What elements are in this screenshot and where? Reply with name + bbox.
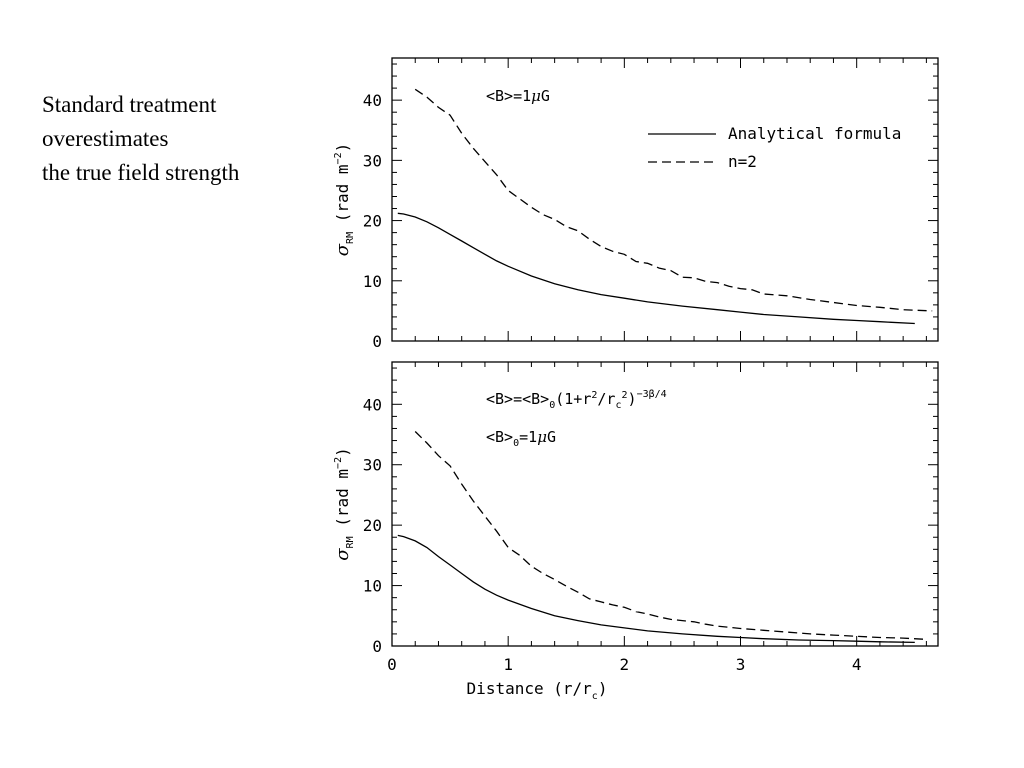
y-tick-label: 20 [363, 516, 382, 535]
central-field-annotation: <B>0=1μG [486, 428, 556, 449]
legend-label: Analytical formula [728, 124, 901, 143]
field-profile-annotation: <B>=<B>0(1+r2/rc2)−3β/4 [486, 389, 667, 411]
y-tick-label: 10 [363, 577, 382, 596]
x-tick-label: 0 [387, 655, 397, 674]
side-caption: Standard treatment overestimates the tru… [42, 88, 239, 190]
field-annotation: <B>=1μG [486, 87, 550, 105]
y-tick-label: 10 [363, 272, 382, 291]
y-tick-label: 30 [363, 456, 382, 475]
x-tick-label: 3 [736, 655, 746, 674]
y-tick-label: 20 [363, 212, 382, 231]
plot-frame [391, 57, 939, 342]
solid-series-line [397, 212, 915, 325]
solid-series-line [397, 534, 915, 644]
y-axis-label: σRM (rad m−2) [332, 447, 356, 560]
legend-label: n=2 [728, 152, 757, 171]
x-axis-label: Distance (r/rc) [467, 679, 608, 702]
plot-frame [391, 361, 939, 647]
y-tick-label: 0 [372, 332, 382, 351]
y-tick-label: 30 [363, 151, 382, 170]
bottom-panel: 0 10 20 30 40 0 1 2 3 4 σRM (rad m−2) Distance (r/r… [332, 361, 939, 702]
side-caption-line-2: overestimates [42, 126, 169, 151]
top-panel: 0 10 20 30 40 σRM (rad m−2) Analytical formula… [332, 57, 939, 351]
y-tick-label: 40 [363, 91, 382, 110]
dashed-series-line [414, 88, 933, 312]
y-tick-label: 40 [363, 395, 382, 414]
dashed-series-line [414, 431, 927, 641]
x-tick-label: 1 [503, 655, 513, 674]
x-tick-label: 4 [852, 655, 862, 674]
side-caption-line-3: the true field strength [42, 160, 240, 185]
y-tick-label: 0 [372, 637, 382, 656]
x-tick-label: 2 [620, 655, 630, 674]
side-caption-line-1: Standard treatment [42, 92, 217, 117]
y-axis-label: σRM (rad m−2) [332, 143, 356, 256]
